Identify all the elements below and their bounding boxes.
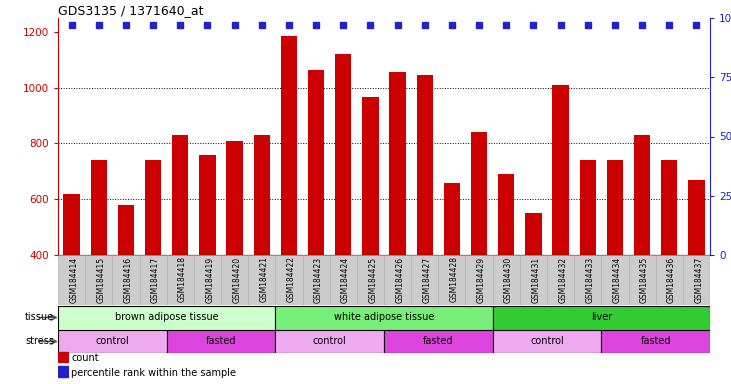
Bar — [167, 255, 194, 305]
Text: GSM184422: GSM184422 — [287, 257, 296, 303]
Bar — [471, 132, 488, 255]
Bar — [335, 54, 352, 255]
Text: tissue: tissue — [26, 313, 54, 323]
Text: control: control — [313, 336, 346, 346]
Text: GSM184428: GSM184428 — [450, 257, 459, 303]
Bar — [363, 98, 379, 255]
Bar — [58, 366, 68, 377]
Bar — [689, 180, 705, 255]
Bar — [194, 255, 221, 305]
Bar — [58, 352, 68, 362]
Text: fasted: fasted — [640, 336, 671, 346]
Text: GSM184424: GSM184424 — [341, 257, 350, 303]
Text: brown adipose tissue: brown adipose tissue — [115, 313, 219, 323]
Text: GSM184431: GSM184431 — [531, 257, 540, 303]
Bar — [547, 255, 574, 305]
Bar — [276, 331, 384, 353]
Text: GSM184414: GSM184414 — [69, 257, 78, 303]
Bar — [118, 205, 134, 255]
Bar — [602, 331, 710, 353]
Text: GSM184417: GSM184417 — [151, 257, 160, 303]
Text: fasted: fasted — [205, 336, 236, 346]
Bar — [574, 255, 602, 305]
Bar — [113, 255, 140, 305]
Bar — [493, 255, 520, 305]
Bar — [58, 306, 276, 329]
Bar — [308, 70, 325, 255]
Bar — [357, 255, 384, 305]
Text: percentile rank within the sample: percentile rank within the sample — [71, 368, 236, 378]
Bar — [661, 160, 678, 255]
Text: GDS3135 / 1371640_at: GDS3135 / 1371640_at — [58, 4, 203, 17]
Text: GSM184434: GSM184434 — [613, 257, 622, 303]
Text: GSM184419: GSM184419 — [205, 257, 214, 303]
Bar — [172, 135, 189, 255]
Bar — [140, 255, 167, 305]
Bar — [629, 255, 656, 305]
Bar — [411, 255, 439, 305]
Text: GSM184423: GSM184423 — [314, 257, 323, 303]
Bar — [281, 36, 297, 255]
Bar — [227, 141, 243, 255]
Bar — [200, 155, 216, 255]
Bar — [221, 255, 248, 305]
Bar — [580, 160, 596, 255]
Bar — [384, 255, 411, 305]
Text: GSM184425: GSM184425 — [368, 257, 377, 303]
Text: GSM184427: GSM184427 — [423, 257, 431, 303]
Bar — [276, 255, 303, 305]
Text: white adipose tissue: white adipose tissue — [334, 313, 434, 323]
Bar — [384, 331, 493, 353]
Bar — [254, 135, 270, 255]
Bar — [466, 255, 493, 305]
Bar — [498, 174, 515, 255]
Text: control: control — [96, 336, 129, 346]
Bar — [634, 135, 651, 255]
Text: count: count — [71, 353, 99, 363]
Bar — [58, 255, 86, 305]
Text: GSM184433: GSM184433 — [586, 257, 594, 303]
Text: GSM184436: GSM184436 — [667, 257, 676, 303]
Bar — [656, 255, 683, 305]
Bar — [683, 255, 710, 305]
Bar — [91, 160, 107, 255]
Text: GSM184429: GSM184429 — [477, 257, 486, 303]
Bar — [330, 255, 357, 305]
Text: stress: stress — [26, 336, 54, 346]
Bar — [64, 194, 80, 255]
Text: GSM184435: GSM184435 — [640, 257, 649, 303]
Bar — [86, 255, 113, 305]
Bar — [520, 255, 547, 305]
Bar — [58, 331, 167, 353]
Text: GSM184437: GSM184437 — [694, 257, 703, 303]
Bar — [444, 182, 460, 255]
Text: GSM184420: GSM184420 — [232, 257, 241, 303]
Bar — [167, 331, 276, 353]
Text: liver: liver — [591, 313, 612, 323]
Text: GSM184416: GSM184416 — [124, 257, 133, 303]
Bar — [526, 213, 542, 255]
Bar — [145, 160, 162, 255]
Bar — [439, 255, 466, 305]
Bar — [417, 75, 433, 255]
Text: GSM184415: GSM184415 — [96, 257, 105, 303]
Text: GSM184430: GSM184430 — [504, 257, 513, 303]
Text: control: control — [530, 336, 564, 346]
Bar — [602, 255, 629, 305]
Text: GSM184421: GSM184421 — [260, 257, 268, 303]
Bar — [248, 255, 276, 305]
Bar — [493, 306, 710, 329]
Text: fasted: fasted — [423, 336, 453, 346]
Text: GSM184432: GSM184432 — [558, 257, 567, 303]
Bar — [303, 255, 330, 305]
Bar — [276, 306, 493, 329]
Bar — [607, 160, 623, 255]
Bar — [390, 72, 406, 255]
Text: GSM184426: GSM184426 — [395, 257, 404, 303]
Bar — [493, 331, 602, 353]
Text: GSM184418: GSM184418 — [178, 257, 187, 303]
Bar — [553, 85, 569, 255]
